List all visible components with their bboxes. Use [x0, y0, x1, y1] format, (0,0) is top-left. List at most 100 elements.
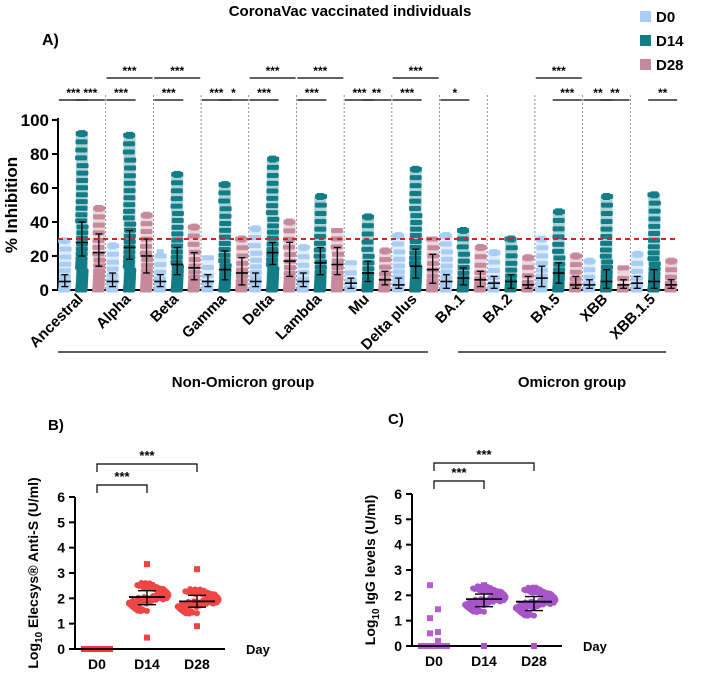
outlier-point-d14	[78, 130, 86, 138]
y-tick-label: 6	[57, 489, 65, 505]
point-d14	[75, 155, 88, 161]
outlier-point-d0	[395, 232, 403, 240]
point-d28	[474, 254, 487, 260]
point-d14	[76, 163, 89, 169]
significance-label: ***	[560, 86, 574, 100]
point-d14	[219, 220, 232, 226]
outlier-point-d0	[109, 242, 117, 250]
y-tick-label: 1	[57, 616, 65, 632]
point-d0	[435, 606, 441, 613]
point-d28	[538, 590, 545, 597]
point-d14	[457, 258, 470, 264]
point-max-d28	[531, 584, 537, 591]
y-axis-title-subscript: 10	[34, 631, 45, 643]
point-d14	[600, 240, 613, 246]
point-d14	[552, 226, 565, 232]
y-tick-label: 4	[57, 540, 65, 556]
point-d14	[601, 264, 614, 270]
point-d28	[426, 282, 439, 288]
x-tick-label-delta: Delta	[239, 290, 277, 328]
outlier-point-d28	[143, 211, 151, 219]
point-d14	[647, 244, 660, 250]
point-d14	[135, 582, 142, 589]
x-axis-title: Day	[246, 642, 271, 657]
point-d14	[76, 224, 89, 230]
point-d14	[648, 200, 661, 206]
point-d14	[489, 588, 496, 595]
point-d28	[140, 273, 153, 279]
point-d14	[599, 253, 612, 259]
point-d14	[219, 263, 232, 269]
point-d28	[330, 236, 343, 242]
point-d28	[552, 595, 559, 602]
panel-a: 0 20 40 60 80 100 % Inhibition Ancestral Alpha Be…	[2, 9, 684, 391]
point-d14	[170, 203, 183, 209]
outlier-point-d14	[316, 193, 324, 200]
point-d28	[92, 277, 105, 283]
y-axis-title-rest: IgG levels (U/ml)	[362, 495, 378, 609]
point-d14	[314, 274, 327, 280]
point-d28	[93, 214, 106, 220]
point-d14	[552, 248, 565, 254]
point-d14	[123, 188, 136, 194]
point-d14	[647, 250, 660, 256]
point-d14	[122, 215, 135, 221]
point-d14	[171, 210, 184, 216]
point-d14	[75, 205, 88, 211]
significance-label: ***	[451, 465, 467, 480]
point-d28	[379, 256, 392, 262]
point-d14	[75, 199, 88, 205]
point-d0	[440, 269, 453, 275]
point-d0	[248, 243, 261, 249]
point-d14	[171, 218, 184, 224]
significance-label: *	[453, 86, 458, 100]
outlier-point-d14	[126, 131, 134, 139]
legend-swatch-d14	[640, 35, 651, 46]
point-d14	[123, 195, 136, 201]
point-d14	[218, 190, 231, 196]
point-d0	[106, 266, 119, 272]
outlier-point-d28	[572, 252, 580, 260]
y-tick-label: 6	[394, 486, 402, 502]
point-d14	[171, 224, 184, 230]
outlier-point-d0	[490, 249, 498, 257]
panel-a-label: A)	[42, 32, 59, 49]
point-d14	[76, 170, 89, 176]
significance-label: ***	[139, 448, 155, 463]
point-d14	[148, 597, 155, 604]
point-d28	[207, 592, 214, 599]
significance-label: ***	[66, 86, 80, 100]
point-d14	[170, 196, 183, 202]
significance-label: ***	[114, 86, 128, 100]
outlier-point-d14	[221, 181, 229, 189]
outlier-point-d14	[364, 213, 372, 221]
point-d14	[410, 213, 423, 219]
point-d14	[170, 188, 183, 194]
x-tick-label-gamma: Gamma	[179, 290, 230, 341]
point-d14	[648, 261, 661, 267]
outlier-point-d0	[299, 244, 307, 251]
point-d14	[266, 172, 279, 178]
point-d28	[518, 609, 525, 616]
significance-label: ***	[476, 447, 492, 462]
point-d14	[314, 202, 327, 208]
legend-label-d28: D28	[656, 57, 684, 74]
point-d28	[283, 236, 296, 242]
significance-label: ***	[305, 86, 319, 100]
x-axis-title: Day	[583, 639, 608, 654]
point-d0	[59, 254, 72, 260]
point-d14	[218, 258, 231, 264]
point-d14	[218, 198, 231, 204]
y-axis-title-rest: Elecsys® Anti-S (U/ml)	[25, 477, 41, 632]
point-d0	[440, 263, 453, 269]
point-d14	[122, 259, 135, 265]
x-tick-label-xbb: XBB	[577, 291, 612, 326]
point-d28	[284, 251, 297, 257]
outlier-point-d14	[650, 191, 658, 199]
point-d0	[393, 263, 406, 269]
point-d0	[536, 260, 549, 266]
point-d14	[170, 259, 183, 265]
point-d28	[617, 265, 630, 271]
point-d14	[171, 237, 184, 243]
point-d0	[297, 262, 310, 268]
